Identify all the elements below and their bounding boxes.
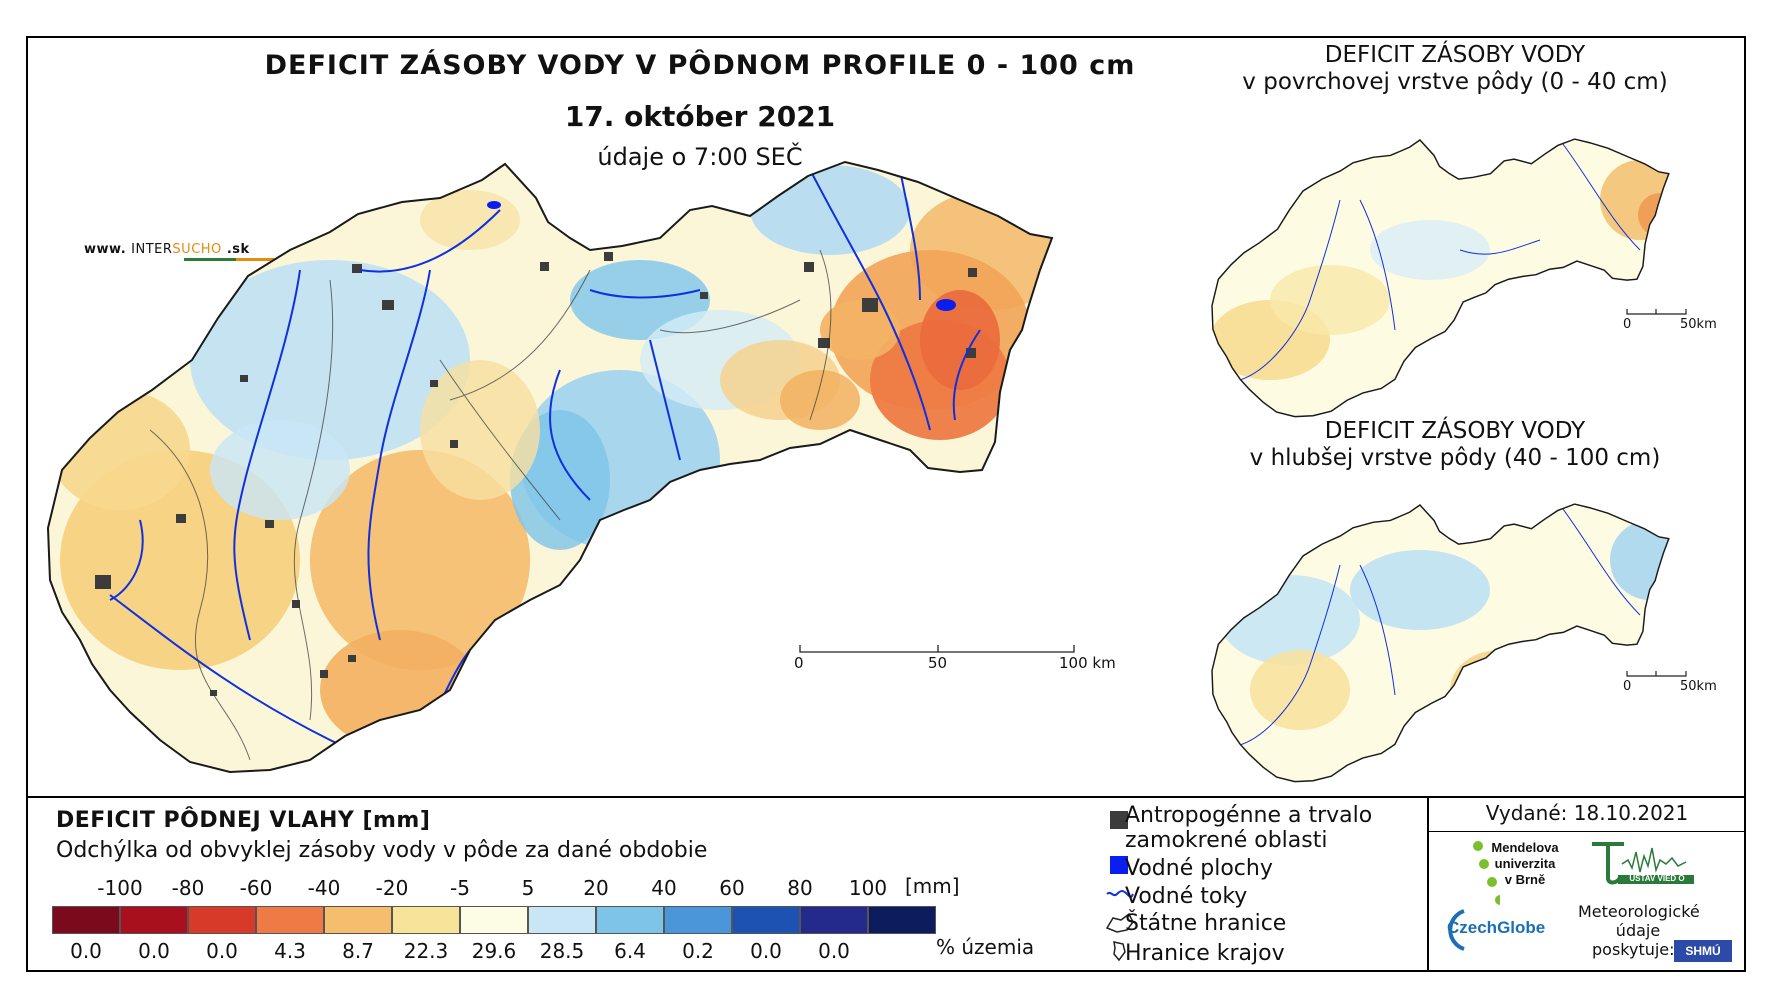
colorbar-percentage: 0.0	[818, 939, 850, 963]
scale-label-0: 0	[794, 654, 804, 672]
colorbar-swatch	[52, 906, 120, 934]
colorbar-class-label: 20	[583, 876, 609, 900]
map-legend-icons	[1105, 811, 1134, 962]
colorbar-swatch	[188, 906, 256, 934]
inset-bottom-title: DEFICIT ZÁSOBY VODY v hlubšej vrstve pôd…	[1220, 418, 1690, 472]
colorbar-class-label: 5	[521, 876, 535, 900]
legend-state-border: Štátne hranice	[1125, 911, 1287, 936]
main-scale-bar	[799, 645, 1075, 653]
colorbar-class-label: 40	[651, 876, 677, 900]
colorbar-percentage: 4.3	[274, 939, 306, 963]
page-title: DEFICIT ZÁSOBY VODY V PÔDNOM PROFILE 0 -…	[264, 50, 1136, 81]
legend-water: Vodné plochy	[1125, 856, 1273, 881]
state-border-icon	[1105, 912, 1134, 933]
shmu-logo: SHMÚ	[1674, 940, 1732, 962]
legend-subtitle: Odchýlka od obvyklej zásoby vody v pôde …	[56, 838, 708, 863]
colorbar-percentage: 29.6	[471, 939, 517, 963]
site-brand: INTER	[131, 242, 173, 257]
map-frame	[26, 36, 1746, 972]
legend-vertical-separator	[1427, 796, 1429, 972]
czechglobe-logo: CzechGlobe	[1447, 918, 1546, 937]
site-highlight: SUCHO	[172, 242, 222, 257]
urban-area-icon	[1110, 811, 1128, 829]
data-time: údaje o 7:00 SEČ	[597, 143, 803, 171]
czechglobe-logo-arc	[1448, 909, 1465, 951]
inset-bottom-scale-0: 0	[1623, 679, 1632, 694]
colorbar-swatch	[732, 906, 800, 934]
colorbar-swatch	[664, 906, 732, 934]
region-border-icon	[1113, 941, 1126, 962]
inset-bottom-title-line1: DEFICIT ZÁSOBY VODY	[1324, 418, 1586, 444]
ustav-logo-text: ÚSTAV VIED O ZEMI	[1629, 874, 1685, 892]
colorbar-swatch	[256, 906, 324, 934]
inset-bottom-title-line2: v hlubšej vrstve pôdy (40 - 100 cm)	[1249, 445, 1661, 471]
colorbar-swatch	[800, 906, 868, 934]
colorbar-class-label: 100	[848, 876, 888, 900]
colorbar-percentage: 22.3	[403, 939, 449, 963]
colorbar-percentage: 0.0	[138, 939, 170, 963]
river-icon	[1106, 890, 1134, 898]
colorbar-class-label: -20	[375, 876, 409, 900]
legend-region-border: Hranice krajov	[1125, 941, 1285, 966]
scale-label-50: 50	[928, 654, 948, 672]
inset-bottom-scale-50: 50km	[1680, 679, 1717, 694]
site-prefix: www.	[84, 242, 127, 257]
inset-top-scale-0: 0	[1623, 317, 1632, 332]
colorbar-swatch	[392, 906, 460, 934]
colorbar-class-label: -100	[97, 876, 143, 900]
site-underline	[184, 258, 288, 261]
mendel-logo-dots	[1473, 841, 1500, 905]
colorbar-percentage: 0.2	[682, 939, 714, 963]
colorbar-class-label: -80	[171, 876, 205, 900]
legend-rivers: Vodné toky	[1125, 884, 1248, 909]
colorbar-percentage: 6.4	[614, 939, 646, 963]
colorbar-swatch	[324, 906, 392, 934]
inset-top-title-line1: DEFICIT ZÁSOBY VODY	[1324, 42, 1586, 68]
inset-top-title-line2: v povrchovej vrstve pôdy (0 - 40 cm)	[1242, 69, 1668, 95]
site-link[interactable]: www. INTERSUCHO .sk	[84, 242, 288, 261]
site-suffix: .sk	[226, 242, 250, 257]
colorbar-class-label: -5	[450, 876, 470, 900]
inset-top-title: DEFICIT ZÁSOBY VODY v povrchovej vrstve …	[1220, 42, 1690, 96]
legend-separator	[26, 796, 1746, 798]
colorbar-class-label: 60	[719, 876, 745, 900]
colorbar-percentage: 0.0	[70, 939, 102, 963]
colorbar-percentage: 8.7	[342, 939, 374, 963]
scale-label-100: 100 km	[1059, 654, 1116, 672]
issued-date: Vydané: 18.10.2021	[1485, 801, 1689, 825]
mendel-logo: Mendelova univerzita v Brně	[1491, 840, 1559, 887]
colorbar-class-label: -40	[307, 876, 341, 900]
colorbar-unit: [mm]	[905, 874, 960, 898]
colorbar-swatch	[528, 906, 596, 934]
water-body-icon	[1110, 856, 1128, 874]
meteo-credit: Meteorologické údaje poskytuje:	[1578, 902, 1700, 959]
ustav-logo	[1592, 842, 1694, 885]
colorbar-class-label: -60	[239, 876, 273, 900]
colorbar-class-label: 80	[787, 876, 813, 900]
colorbar-percentage: 0.0	[206, 939, 238, 963]
issued-separator	[1427, 831, 1746, 832]
colorbar-swatch	[868, 906, 936, 934]
legend-urban: Antropogénne a trvalo zamokrené oblasti	[1125, 803, 1373, 853]
colorbar-percentage: 0.0	[750, 939, 782, 963]
colorbar-swatch	[596, 906, 664, 934]
inset-top-scale-50: 50km	[1680, 317, 1717, 332]
map-date: 17. október 2021	[564, 100, 836, 133]
percent-label: % územia	[936, 935, 1035, 959]
colorbar-swatch	[120, 906, 188, 934]
legend-title: DEFICIT PÔDNEJ VLAHY [mm]	[56, 808, 431, 833]
colorbar-swatch	[460, 906, 528, 934]
colorbar-percentage: 28.5	[539, 939, 585, 963]
